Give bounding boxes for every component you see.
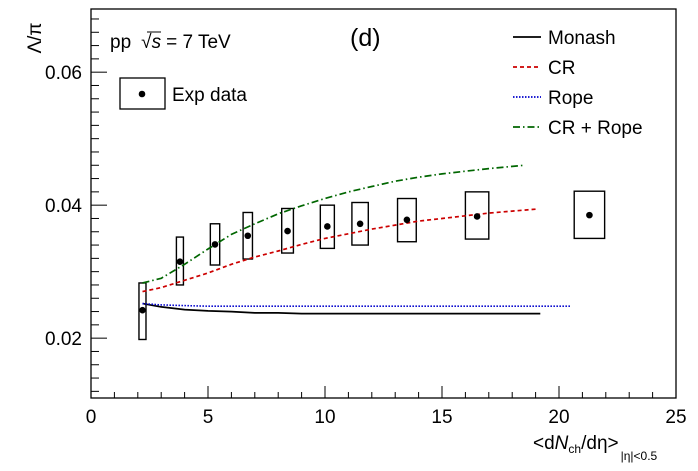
- model-curves: [142, 164, 571, 315]
- x-tick-label: 25: [665, 407, 686, 428]
- legend-exp-marker: [138, 90, 146, 98]
- exp-data-point: [324, 223, 331, 230]
- exp-data-point: [356, 220, 364, 228]
- legend: Monash CR Rope CR + Rope: [513, 28, 643, 139]
- legend-label: Rope: [548, 88, 593, 109]
- x-tick-label: 0: [86, 407, 97, 428]
- exp-data-point: [244, 232, 252, 240]
- exp-syst-box: [138, 282, 147, 341]
- legend-exp-label: Exp data: [172, 85, 247, 106]
- y-tick-label: 0.06: [45, 63, 82, 84]
- exp-data-point: [284, 227, 291, 235]
- x-tick-label: 15: [431, 407, 452, 428]
- exp-syst-box: [573, 190, 606, 240]
- exp-syst-box: [396, 197, 417, 243]
- exp-syst-box: [281, 207, 295, 254]
- exp-data-points: [139, 211, 593, 314]
- exp-data-point: [139, 306, 146, 314]
- exp-syst-box: [319, 204, 336, 250]
- exp-data-point: [403, 216, 411, 224]
- legend-exp-box: [119, 77, 166, 110]
- panel-label: (d): [350, 24, 381, 52]
- exp-syst-box: [209, 223, 221, 266]
- curve-rope: [142, 302, 571, 307]
- exp-syst-box: [242, 211, 254, 260]
- curve-monash: [142, 302, 541, 315]
- x-tick-label: 10: [314, 407, 335, 428]
- y-tick-label: 0.04: [45, 196, 82, 217]
- exp-data-point: [176, 258, 184, 265]
- exp-data-point: [211, 241, 219, 248]
- x-axis-label: <dNch/dη>|η|<0.5: [533, 433, 658, 463]
- legend-label: Monash: [548, 28, 616, 49]
- curve-cr: [142, 208, 536, 293]
- exp-syst-box: [175, 236, 185, 286]
- energy-annotation: pp √s = 7 TeV: [110, 32, 231, 53]
- x-tick-label: 5: [203, 407, 214, 428]
- x-tick-label: 20: [548, 407, 569, 428]
- y-tick-label: 0.02: [45, 329, 82, 350]
- curve-cr-rope: [142, 164, 524, 284]
- legend-label: CR: [548, 58, 575, 79]
- legend-label: CR + Rope: [548, 118, 643, 139]
- y-axis-label: Λ/π: [25, 22, 46, 53]
- axis-ticks: [90, 18, 677, 398]
- tick-labels: 0 5 10 15 20 25 0.02 0.04 0.06: [45, 63, 687, 428]
- exp-data-point: [473, 213, 481, 220]
- exp-syst-box: [351, 201, 369, 246]
- exp-data-boxes: [138, 190, 606, 341]
- plot-frame: [90, 8, 677, 399]
- exp-data-point: [586, 211, 593, 219]
